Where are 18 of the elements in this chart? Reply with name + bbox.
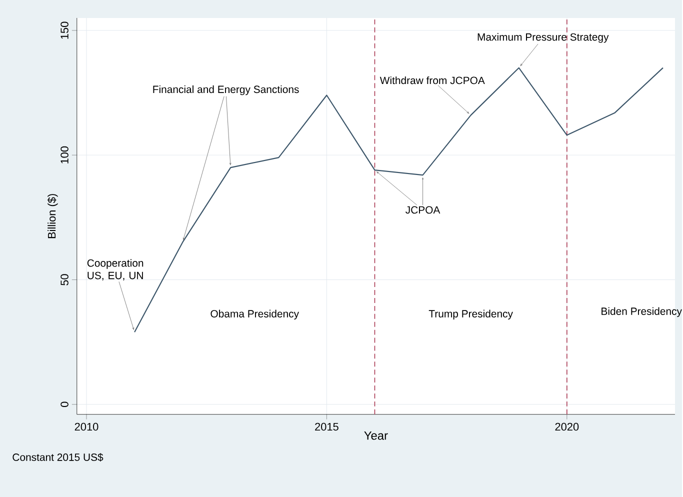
- annotation: Biden Presidency: [602, 307, 682, 317]
- x-tick-label: 2015: [315, 422, 338, 430]
- annotation: Cooperation US, EU, UN: [87, 258, 144, 280]
- annotation: JCPOA: [406, 206, 440, 214]
- annotation: Financial and Energy Sanctions: [153, 85, 299, 96]
- y-tick-label: 0: [60, 402, 68, 407]
- text: Constant 2015 US$: [12, 452, 104, 462]
- y-tick-label: 50: [60, 274, 68, 286]
- annotation: Obama Presidency: [210, 310, 300, 320]
- y-tick-label: 100: [60, 146, 68, 164]
- annotation: Trump Presidency: [428, 310, 513, 320]
- x-axis-title: Year: [364, 431, 388, 440]
- annotation: Maximum Pressure Strategy: [478, 32, 609, 43]
- x-tick-label: 2010: [74, 422, 98, 430]
- y-tick-label: 150: [60, 22, 68, 39]
- x-tick-label: 2020: [555, 422, 579, 430]
- y-axis-title: Billion ($): [47, 194, 58, 238]
- annotation: Withdraw from JCPOA: [380, 76, 485, 84]
